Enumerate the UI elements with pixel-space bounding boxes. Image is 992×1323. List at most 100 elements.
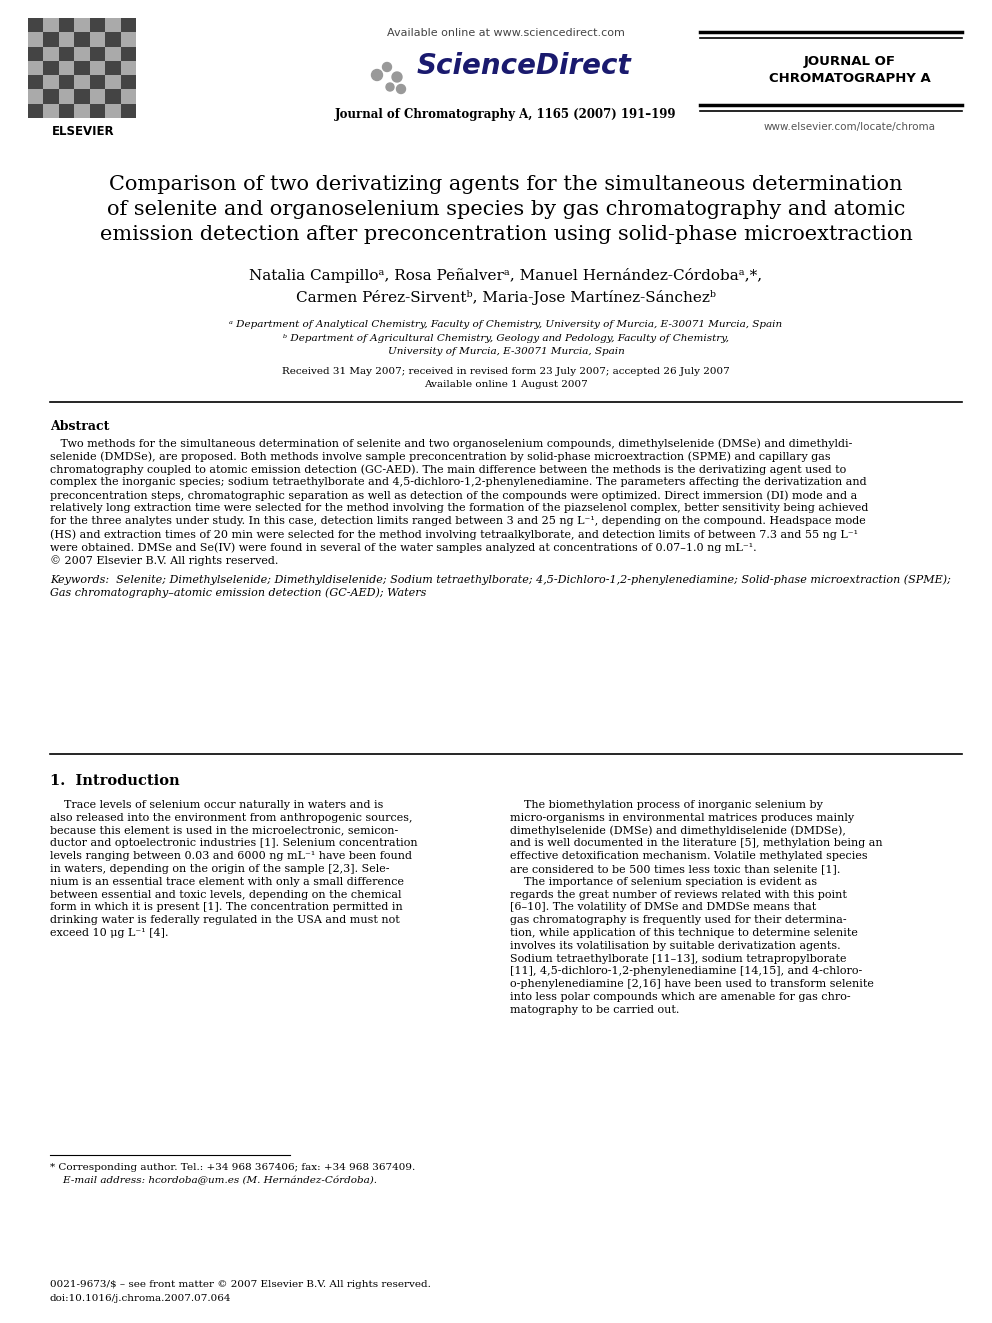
Bar [121, 90, 136, 103]
Text: were obtained. DMSe and Se(IV) were found in several of the water samples analyz: were obtained. DMSe and Se(IV) were foun… [50, 542, 757, 553]
Bar [74, 103, 89, 118]
Text: tion, while application of this technique to determine selenite: tion, while application of this techniqu… [510, 927, 858, 938]
Text: micro-organisms in environmental matrices produces mainly: micro-organisms in environmental matrice… [510, 812, 854, 823]
Bar [44, 75, 59, 90]
Bar [121, 103, 136, 118]
Text: in waters, depending on the origin of the sample [2,3]. Sele-: in waters, depending on the origin of th… [50, 864, 390, 875]
Text: dimethylselenide (DMSe) and dimethyldiselenide (DMDSe),: dimethylselenide (DMSe) and dimethyldise… [510, 826, 846, 836]
Text: 0021-9673/$ – see front matter © 2007 Elsevier B.V. All rights reserved.: 0021-9673/$ – see front matter © 2007 El… [50, 1279, 431, 1289]
Circle shape [371, 70, 383, 81]
Circle shape [392, 71, 402, 82]
Text: [6–10]. The volatility of DMSe and DMDSe means that: [6–10]. The volatility of DMSe and DMDSe… [510, 902, 816, 913]
Bar [28, 75, 44, 90]
Bar [121, 46, 136, 61]
Text: matography to be carried out.: matography to be carried out. [510, 1004, 680, 1015]
Text: Journal of Chromatography A, 1165 (2007) 191–199: Journal of Chromatography A, 1165 (2007)… [335, 108, 677, 120]
Bar [121, 61, 136, 75]
Bar [74, 90, 89, 103]
Bar [28, 19, 44, 32]
Bar [44, 61, 59, 75]
Text: exceed 10 μg L⁻¹ [4].: exceed 10 μg L⁻¹ [4]. [50, 927, 169, 938]
Bar [89, 103, 105, 118]
Text: Two methods for the simultaneous determination of selenite and two organoseleniu: Two methods for the simultaneous determi… [50, 438, 852, 448]
Text: ᵃ Department of Analytical Chemistry, Faculty of Chemistry, University of Murcia: ᵃ Department of Analytical Chemistry, Fa… [229, 320, 783, 329]
Text: gas chromatography is frequently used for their determina-: gas chromatography is frequently used fo… [510, 916, 846, 925]
Text: ELSEVIER: ELSEVIER [52, 124, 114, 138]
Bar [105, 46, 121, 61]
Bar [74, 46, 89, 61]
Bar [105, 103, 121, 118]
Text: drinking water is federally regulated in the USA and must not: drinking water is federally regulated in… [50, 916, 400, 925]
Text: Received 31 May 2007; received in revised form 23 July 2007; accepted 26 July 20: Received 31 May 2007; received in revise… [282, 366, 730, 376]
Circle shape [383, 62, 392, 71]
Text: and is well documented in the literature [5], methylation being an: and is well documented in the literature… [510, 839, 883, 848]
Text: ductor and optoelectronic industries [1]. Selenium concentration: ductor and optoelectronic industries [1]… [50, 839, 418, 848]
Bar [74, 61, 89, 75]
Text: Gas chromatography–atomic emission detection (GC-AED); Waters: Gas chromatography–atomic emission detec… [50, 587, 427, 598]
Text: chromatography coupled to atomic emission detection (GC-AED). The main differenc: chromatography coupled to atomic emissio… [50, 464, 846, 475]
Bar [44, 103, 59, 118]
Text: © 2007 Elsevier B.V. All rights reserved.: © 2007 Elsevier B.V. All rights reserved… [50, 556, 279, 566]
Text: between essential and toxic levels, depending on the chemical: between essential and toxic levels, depe… [50, 889, 402, 900]
Text: [11], 4,5-dichloro-1,2-phenylenediamine [14,15], and 4-chloro-: [11], 4,5-dichloro-1,2-phenylenediamine … [510, 966, 862, 976]
Bar [28, 90, 44, 103]
Text: Comparison of two derivatizing agents for the simultaneous determination: Comparison of two derivatizing agents fo… [109, 175, 903, 194]
Bar [44, 32, 59, 46]
Text: levels ranging between 0.03 and 6000 ng mL⁻¹ have been found: levels ranging between 0.03 and 6000 ng … [50, 851, 412, 861]
Text: www.elsevier.com/locate/chroma: www.elsevier.com/locate/chroma [764, 122, 936, 132]
Bar [28, 61, 44, 75]
Text: 1.  Introduction: 1. Introduction [50, 774, 180, 789]
Text: (HS) and extraction times of 20 min were selected for the method involving tetra: (HS) and extraction times of 20 min were… [50, 529, 858, 540]
Bar [74, 75, 89, 90]
Text: of selenite and organoselenium species by gas chromatography and atomic: of selenite and organoselenium species b… [107, 200, 905, 220]
Bar [74, 32, 89, 46]
Text: nium is an essential trace element with only a small difference: nium is an essential trace element with … [50, 877, 404, 886]
Text: relatively long extraction time were selected for the method involving the forma: relatively long extraction time were sel… [50, 503, 868, 513]
Text: Natalia Campilloᵃ, Rosa Peñalverᵃ, Manuel Hernández-Córdobaᵃ,*,: Natalia Campilloᵃ, Rosa Peñalverᵃ, Manue… [249, 269, 763, 283]
Text: Sodium tetraethylborate [11–13], sodium tetrapropylborate: Sodium tetraethylborate [11–13], sodium … [510, 954, 846, 963]
Text: ᵇ Department of Agricultural Chemistry, Geology and Pedology, Faculty of Chemist: ᵇ Department of Agricultural Chemistry, … [283, 333, 729, 343]
Text: regards the great number of reviews related with this point: regards the great number of reviews rela… [510, 889, 847, 900]
Bar [105, 61, 121, 75]
Circle shape [397, 85, 406, 94]
Bar [28, 32, 44, 46]
Bar [121, 19, 136, 32]
Text: Keywords:  Selenite; Dimethylselenide; Dimethyldiselenide; Sodium tetraethylbora: Keywords: Selenite; Dimethylselenide; Di… [50, 574, 951, 585]
Bar [105, 32, 121, 46]
Bar [121, 75, 136, 90]
Bar [28, 46, 44, 61]
Bar [89, 19, 105, 32]
Text: Available online at www.sciencedirect.com: Available online at www.sciencedirect.co… [387, 28, 625, 38]
Text: * Corresponding author. Tel.: +34 968 367406; fax: +34 968 367409.: * Corresponding author. Tel.: +34 968 36… [50, 1163, 416, 1172]
Text: form in which it is present [1]. The concentration permitted in: form in which it is present [1]. The con… [50, 902, 403, 913]
Text: ScienceDirect: ScienceDirect [417, 52, 631, 79]
Bar [89, 75, 105, 90]
Text: The importance of selenium speciation is evident as: The importance of selenium speciation is… [510, 877, 817, 886]
Bar [44, 46, 59, 61]
Text: Abstract: Abstract [50, 419, 109, 433]
Bar [89, 90, 105, 103]
Bar [59, 19, 74, 32]
Text: The biomethylation process of inorganic selenium by: The biomethylation process of inorganic … [510, 800, 823, 810]
Bar [121, 32, 136, 46]
Bar [59, 61, 74, 75]
Bar [89, 61, 105, 75]
Text: complex the inorganic species; sodium tetraethylborate and 4,5-dichloro-1,2-phen: complex the inorganic species; sodium te… [50, 478, 867, 487]
Bar [89, 46, 105, 61]
Bar [105, 19, 121, 32]
Bar [44, 90, 59, 103]
Text: are considered to be 500 times less toxic than selenite [1].: are considered to be 500 times less toxi… [510, 864, 840, 875]
Bar [59, 75, 74, 90]
Text: for the three analytes under study. In this case, detection limits ranged betwee: for the three analytes under study. In t… [50, 516, 866, 527]
Bar [44, 19, 59, 32]
Text: emission detection after preconcentration using solid-phase microextraction: emission detection after preconcentratio… [99, 225, 913, 243]
Circle shape [386, 83, 394, 91]
Text: involves its volatilisation by suitable derivatization agents.: involves its volatilisation by suitable … [510, 941, 840, 951]
Text: doi:10.1016/j.chroma.2007.07.064: doi:10.1016/j.chroma.2007.07.064 [50, 1294, 231, 1303]
Text: Trace levels of selenium occur naturally in waters and is: Trace levels of selenium occur naturally… [50, 800, 383, 810]
Text: E-mail address: hcordoba@um.es (M. Hernández-Córdoba).: E-mail address: hcordoba@um.es (M. Herná… [50, 1176, 377, 1185]
Text: Carmen Pérez-Sirventᵇ, Maria-Jose Martínez-Sánchezᵇ: Carmen Pérez-Sirventᵇ, Maria-Jose Martín… [296, 290, 716, 306]
Text: preconcentration steps, chromatographic separation as well as detection of the c: preconcentration steps, chromatographic … [50, 490, 857, 500]
Text: Available online 1 August 2007: Available online 1 August 2007 [425, 380, 588, 389]
Text: University of Murcia, E-30071 Murcia, Spain: University of Murcia, E-30071 Murcia, Sp… [388, 347, 624, 356]
